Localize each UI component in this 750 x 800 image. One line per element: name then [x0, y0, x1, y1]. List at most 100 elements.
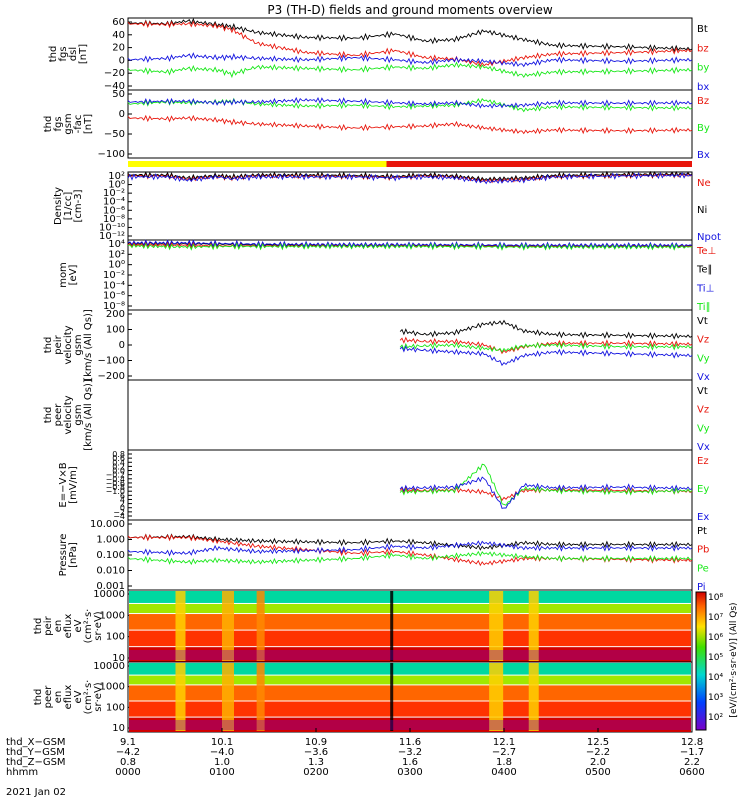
series-bz: [127, 20, 693, 68]
colorbar-label: [eV/(cm²·s·sr·eV)] (All Qs): [729, 602, 739, 717]
spectrogram-band: [129, 647, 691, 662]
ytick-label: 10⁻¹²: [99, 231, 125, 242]
xrow-label: hhmm: [6, 767, 38, 778]
spectrogram-feature: [528, 591, 539, 661]
spectrogram-band: [129, 603, 691, 614]
ytick-label: 10: [112, 653, 125, 664]
panel-ylabel: thd peir velocity gsm [km/s (All Qs)]: [43, 309, 94, 381]
series-Bz: [127, 114, 693, 135]
ytick-label: −2: [113, 508, 125, 517]
spectrogram-feature: [256, 591, 265, 661]
ytick-label: 0.6: [112, 454, 125, 463]
ylabel-line: (cm²·s·: [83, 609, 94, 644]
ylabel-line: -fac: [73, 115, 84, 134]
spectrogram-band: [129, 591, 691, 603]
ylabel-line: eflux: [63, 614, 74, 639]
xrow-value: 1.0: [214, 757, 230, 768]
ytick-label: −40: [104, 81, 125, 92]
legend-Ni: Ni: [697, 205, 707, 216]
legend-Te∥: Te∥: [696, 265, 713, 276]
spectrogram-lowband: [129, 650, 691, 660]
panel-frame: [127, 239, 693, 311]
legend-Ti∥: Ti∥: [696, 302, 711, 313]
panel-peer_en_eflux: thd peer en eflux eV (cm²·s· sr·eV) 10000 1000 10…: [33, 661, 693, 734]
xrow-label: thd_X−GSM: [6, 737, 66, 748]
chart-title: P3 (TH-D) fields and ground moments over…: [267, 3, 552, 17]
xrow-value: −2.2: [586, 747, 610, 758]
legend-Ne: Ne: [697, 178, 711, 189]
spectrogram-band: [129, 685, 691, 701]
ytick-label: 0: [120, 504, 125, 513]
ytick-label: −100: [98, 356, 125, 367]
series-Vt: [399, 319, 693, 340]
spectrogram-band: [129, 630, 691, 647]
spectrogram-band: [129, 717, 691, 732]
ytick-label: −20: [104, 68, 125, 79]
panel-ylabel: E=−V×B [mV/m]: [58, 462, 79, 507]
xrow-value: 1.8: [496, 757, 512, 768]
legend-Bz: Bz: [697, 96, 709, 107]
ytick-label: 10: [112, 723, 125, 734]
ylabel-line: [eV]: [68, 265, 79, 286]
legend-Te⊥: Te⊥: [696, 246, 716, 257]
spectrogram-feature: [489, 591, 504, 661]
legend-Vt: Vt: [697, 386, 708, 397]
panel-peir_en_eflux: thd peir en eflux eV (cm²·s· sr·eV) 10000 1000 10…: [33, 589, 693, 664]
xrow-label: thd_Y−GSM: [6, 747, 65, 758]
colorbar-tick: 10²: [708, 713, 723, 723]
ylabel-line: [km/s (All Qs)]: [83, 379, 94, 451]
ytick-label: 60: [112, 17, 125, 28]
series-Npot: [127, 171, 693, 185]
ytick-label: −4: [113, 512, 125, 521]
ylabel-line: [km/s (All Qs)]: [83, 309, 94, 381]
panel-ylabel: Pressure [nPa]: [58, 534, 79, 577]
xrow-value: 0.8: [120, 757, 136, 768]
ytick-label: 10⁻¹⁰: [99, 222, 125, 233]
ytick-label: 10.000: [90, 519, 125, 530]
xrow-value: 0000: [115, 767, 140, 778]
spectrogram-feature: [222, 591, 234, 661]
xrow-value: 11.6: [399, 737, 421, 748]
ylabel-line: Density: [53, 187, 64, 225]
ytick-label: 0.2: [112, 462, 125, 471]
ylabel-line: thd: [43, 337, 54, 354]
legend-Vy: Vy: [697, 353, 710, 364]
ytick-label: 10⁻⁶: [103, 205, 125, 216]
series-Vy: [399, 341, 693, 353]
ylabel-line: gsm: [73, 334, 84, 355]
spectrogram-feature: [256, 663, 265, 731]
panel-ylabel: thd peer en eflux eV (cm²·s· sr·eV): [33, 680, 104, 715]
ytick-label: −0.8: [106, 483, 125, 492]
series-Vx: [399, 345, 693, 367]
panel-frame: [127, 519, 693, 591]
ytick-label: 0: [119, 340, 125, 351]
ytick-label: 10000: [93, 661, 125, 672]
series-Pb: [127, 533, 693, 567]
ytick-label: 0.8: [112, 450, 125, 459]
ylabel-line: velocity: [63, 325, 74, 364]
xrow-value: −3.6: [304, 747, 328, 758]
panel-ylabel: mom [eV]: [58, 262, 79, 288]
legend-Pb: Pb: [697, 545, 709, 556]
ytick-label: 10000: [93, 589, 125, 600]
spectrogram-band: [129, 701, 691, 717]
xrow-value: 2.2: [684, 757, 700, 768]
ytick-label: 0.0: [112, 467, 125, 476]
legend-Pt: Pt: [697, 526, 707, 537]
ytick-label: 100: [106, 702, 125, 713]
ylabel-line: [1/cc]: [63, 192, 74, 221]
ylabel-line: [cm-3]: [73, 189, 84, 222]
ytick-label: 1000: [100, 610, 125, 621]
series-By: [127, 97, 693, 113]
xrow-value: −2.7: [492, 747, 516, 758]
ytick-label: 10⁻⁴: [103, 280, 125, 291]
panel-ylabel: Density [1/cc] [cm-3]: [53, 187, 84, 225]
ytick-label: −0.6: [106, 479, 125, 488]
ylabel-line: sr·eV): [93, 611, 104, 640]
spectrogram-feature: [390, 663, 394, 731]
xrow-value: 0100: [209, 767, 234, 778]
ytick-label: −0.2: [106, 471, 125, 480]
xrow-value: 2.0: [590, 757, 606, 768]
ytick-label: 40: [112, 30, 125, 41]
legend-Ez: Ez: [697, 456, 709, 467]
